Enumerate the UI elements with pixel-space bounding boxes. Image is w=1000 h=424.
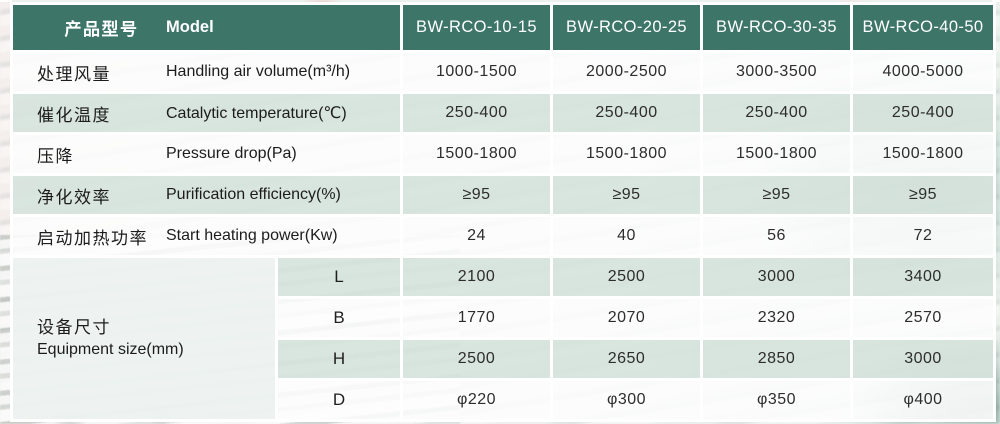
header-model-3: BW-RCO-30-35 [700,2,854,53]
row-label-cn: 启动加热功率 [37,228,148,248]
value-cell: ≥95 [550,173,704,217]
row-label-cn: 催化温度 [37,105,111,125]
table-row-start-heating-power: 启动加热功率 Start heating power(Kw) 24 40 56 … [9,214,997,258]
value-cell: 1500-1800 [850,132,997,176]
row-label-cn: 压降 [37,146,74,166]
header-label-cn: 产品型号 [64,20,139,39]
value-cell: 1500-1800 [700,132,854,176]
value-cell: 2650 [550,337,704,381]
header-row: 产品型号 Model BW-RCO-10-15 BW-RCO-20-25 BW-… [9,2,997,53]
value-cell: 2320 [700,296,854,340]
value-cell: 1500-1800 [550,132,704,176]
value-cell: 3000-3500 [700,50,854,94]
value-cell: 72 [850,214,997,258]
row-label-en: Catalytic temperature(℃) [166,105,347,122]
header-model-1: BW-RCO-10-15 [400,2,554,53]
value-cell: 56 [700,214,854,258]
value-cell: 24 [400,214,554,258]
value-cell: 2500 [400,337,554,381]
dim-label-cell: H [274,337,404,381]
value-cell: 3000 [700,255,854,299]
dim-label-cell: B [274,296,404,340]
row-label-en: Handling air volume(m³/h) [166,63,351,80]
value-cell: 2100 [400,255,554,299]
header-model-label-cell: 产品型号 Model [9,2,404,53]
row-label-cell: 处理风量 Handling air volume(m³/h) [9,50,404,94]
row-label-cell: 净化效率 Purification efficiency(%) [9,173,404,217]
value-cell: 40 [550,214,704,258]
value-cell: ≥95 [400,173,554,217]
row-label-cn: 净化效率 [37,187,111,207]
value-cell: 2070 [550,296,704,340]
table-row-pressure-drop: 压降 Pressure drop(Pa) 1500-1800 1500-1800… [9,132,997,176]
value-cell: φ300 [550,378,704,422]
header-model-4: BW-RCO-40-50 [850,2,997,53]
value-cell: 1500-1800 [400,132,554,176]
equipment-label-cn: 设备尺寸 [37,317,111,337]
row-label-en: Pressure drop(Pa) [166,145,297,162]
equipment-label-en: Equipment size(mm) [37,340,184,358]
row-label-cn: 处理风量 [37,64,111,84]
value-cell: 250-400 [850,91,997,135]
value-cell: 2850 [700,337,854,381]
header-label-en: Model [166,18,214,36]
value-cell: 4000-5000 [850,50,997,94]
value-cell: 2570 [850,296,997,340]
value-cell: 2500 [550,255,704,299]
value-cell: φ350 [700,378,854,422]
value-cell: φ400 [850,378,997,422]
row-label-cell: 催化温度 Catalytic temperature(℃) [9,91,404,135]
row-label-en: Start heating power(Kw) [166,227,338,244]
row-label-cell: 压降 Pressure drop(Pa) [9,132,404,176]
dim-label-cell: D [274,378,404,422]
row-label-cell: 启动加热功率 Start heating power(Kw) [9,214,404,258]
value-cell: 3400 [850,255,997,299]
table-row-purification-efficiency: 净化效率 Purification efficiency(%) ≥95 ≥95 … [9,173,997,217]
value-cell: 2000-2500 [550,50,704,94]
spec-table: 产品型号 Model BW-RCO-10-15 BW-RCO-20-25 BW-… [9,2,997,422]
value-cell: 1770 [400,296,554,340]
value-cell: 250-400 [550,91,704,135]
header-model-2: BW-RCO-20-25 [550,2,704,53]
table-row-catalytic-temp: 催化温度 Catalytic temperature(℃) 250-400 25… [9,91,997,135]
value-cell: 1000-1500 [400,50,554,94]
dim-label-cell: L [274,255,404,299]
table-row-air-volume: 处理风量 Handling air volume(m³/h) 1000-1500… [9,50,997,94]
value-cell: ≥95 [850,173,997,217]
row-label-en: Purification efficiency(%) [166,186,341,203]
equipment-size-label-cell: 设备尺寸 Equipment size(mm) [10,255,278,422]
value-cell: 250-400 [400,91,554,135]
value-cell: 3000 [850,337,997,381]
value-cell: φ220 [400,378,554,422]
value-cell: 250-400 [700,91,854,135]
value-cell: ≥95 [700,173,854,217]
table-row-dim-L: 设备尺寸 Equipment size(mm) L 2100 2500 3000… [10,255,997,422]
